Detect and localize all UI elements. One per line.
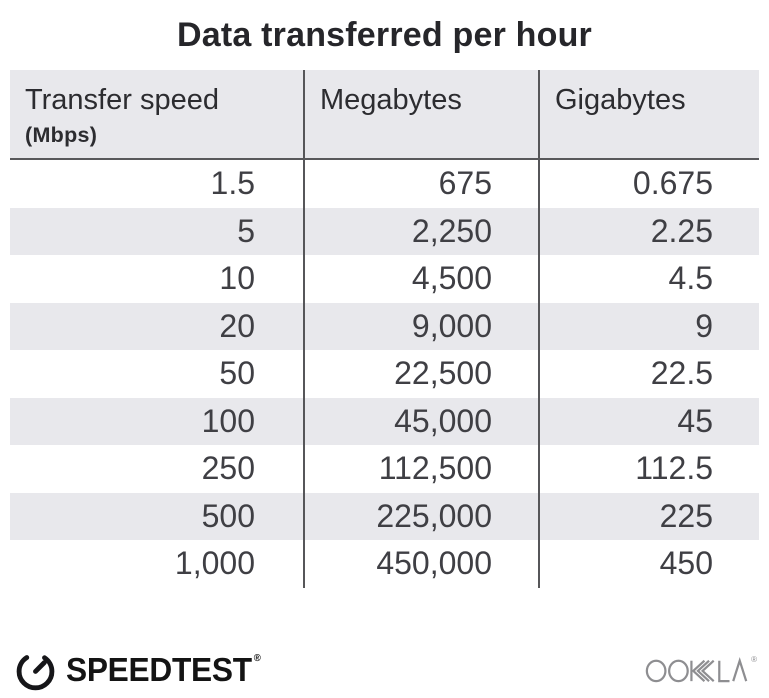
cell-gigabytes: 4.5 bbox=[538, 255, 759, 303]
ookla-logo: OOKLA ® bbox=[645, 655, 757, 685]
speedtest-wordmark-text: SPEEDTEST bbox=[66, 651, 252, 688]
cell-gigabytes: 22.5 bbox=[538, 350, 759, 398]
data-table: Transfer speed (Mbps) Megabytes Gigabyte… bbox=[10, 70, 759, 588]
cell-megabytes: 45,000 bbox=[303, 397, 538, 445]
cell-megabytes: 225,000 bbox=[303, 492, 538, 540]
registered-trademark-icon: ® bbox=[751, 655, 757, 664]
cell-transfer-speed: 1,000 bbox=[174, 545, 255, 582]
footer: SPEEDTEST ® OOKLA ® bbox=[13, 644, 757, 696]
cell-transfer-speed: 5 bbox=[237, 212, 255, 249]
cell-transfer-speed: 50 bbox=[219, 355, 255, 392]
cell-megabytes: 2,250 bbox=[303, 207, 538, 255]
table-header-row: Transfer speed (Mbps) Megabytes Gigabyte… bbox=[10, 70, 759, 160]
cell-megabytes: 4,500 bbox=[303, 255, 538, 303]
cell-megabytes: 22,500 bbox=[303, 350, 538, 398]
page-title: Data transferred per hour bbox=[177, 16, 592, 54]
cell-transfer-speed: 500 bbox=[201, 497, 255, 534]
cell-gigabytes: 9 bbox=[538, 302, 759, 350]
cell-megabytes: 450,000 bbox=[303, 540, 538, 588]
table-row: 100 45,000 45 bbox=[10, 397, 759, 445]
cell-transfer-speed: 250 bbox=[201, 450, 255, 487]
column-header-transfer-speed: Transfer speed (Mbps) bbox=[10, 70, 303, 158]
ookla-wordmark-icon bbox=[645, 657, 748, 683]
cell-megabytes: 9,000 bbox=[303, 302, 538, 350]
cell-transfer-speed: 100 bbox=[201, 402, 255, 439]
table-row: 5 2,250 2.25 bbox=[10, 207, 759, 255]
column-header-label: Megabytes bbox=[320, 84, 462, 116]
cell-gigabytes: 225 bbox=[538, 492, 759, 540]
cell-gigabytes: 0.675 bbox=[538, 160, 759, 208]
column-header-label: Gigabytes bbox=[555, 84, 686, 116]
column-header-unit: (Mbps) bbox=[25, 123, 98, 148]
cell-transfer-speed: 20 bbox=[219, 307, 255, 344]
table-row: 50 22,500 22.5 bbox=[10, 350, 759, 398]
gauge-icon bbox=[13, 648, 58, 693]
table-row: 10 4,500 4.5 bbox=[10, 255, 759, 303]
table-row: 1.5 675 0.675 bbox=[10, 160, 759, 208]
column-header-megabytes: Megabytes bbox=[303, 70, 538, 158]
cell-gigabytes: 450 bbox=[538, 540, 759, 588]
registered-trademark-icon: ® bbox=[253, 653, 261, 664]
column-header-gigabytes: Gigabytes bbox=[538, 70, 759, 158]
cell-megabytes: 675 bbox=[303, 160, 538, 208]
table-body: 1.5 675 0.675 5 2,250 2.25 10 4,500 4.5 … bbox=[10, 160, 759, 588]
cell-transfer-speed: 1.5 bbox=[210, 165, 255, 202]
cell-gigabytes: 2.25 bbox=[538, 207, 759, 255]
speedtest-wordmark: SPEEDTEST ® bbox=[66, 651, 261, 689]
table-row: 250 112,500 112.5 bbox=[10, 445, 759, 493]
speedtest-logo: SPEEDTEST ® bbox=[13, 648, 269, 693]
cell-gigabytes: 45 bbox=[538, 397, 759, 445]
table-row: 1,000 450,000 450 bbox=[10, 540, 759, 588]
cell-gigabytes: 112.5 bbox=[538, 445, 759, 493]
cell-megabytes: 112,500 bbox=[303, 445, 538, 493]
cell-transfer-speed: 10 bbox=[219, 260, 255, 297]
table-row: 500 225,000 225 bbox=[10, 492, 759, 540]
column-header-label: Transfer speed bbox=[25, 84, 219, 116]
table-row: 20 9,000 9 bbox=[10, 302, 759, 350]
